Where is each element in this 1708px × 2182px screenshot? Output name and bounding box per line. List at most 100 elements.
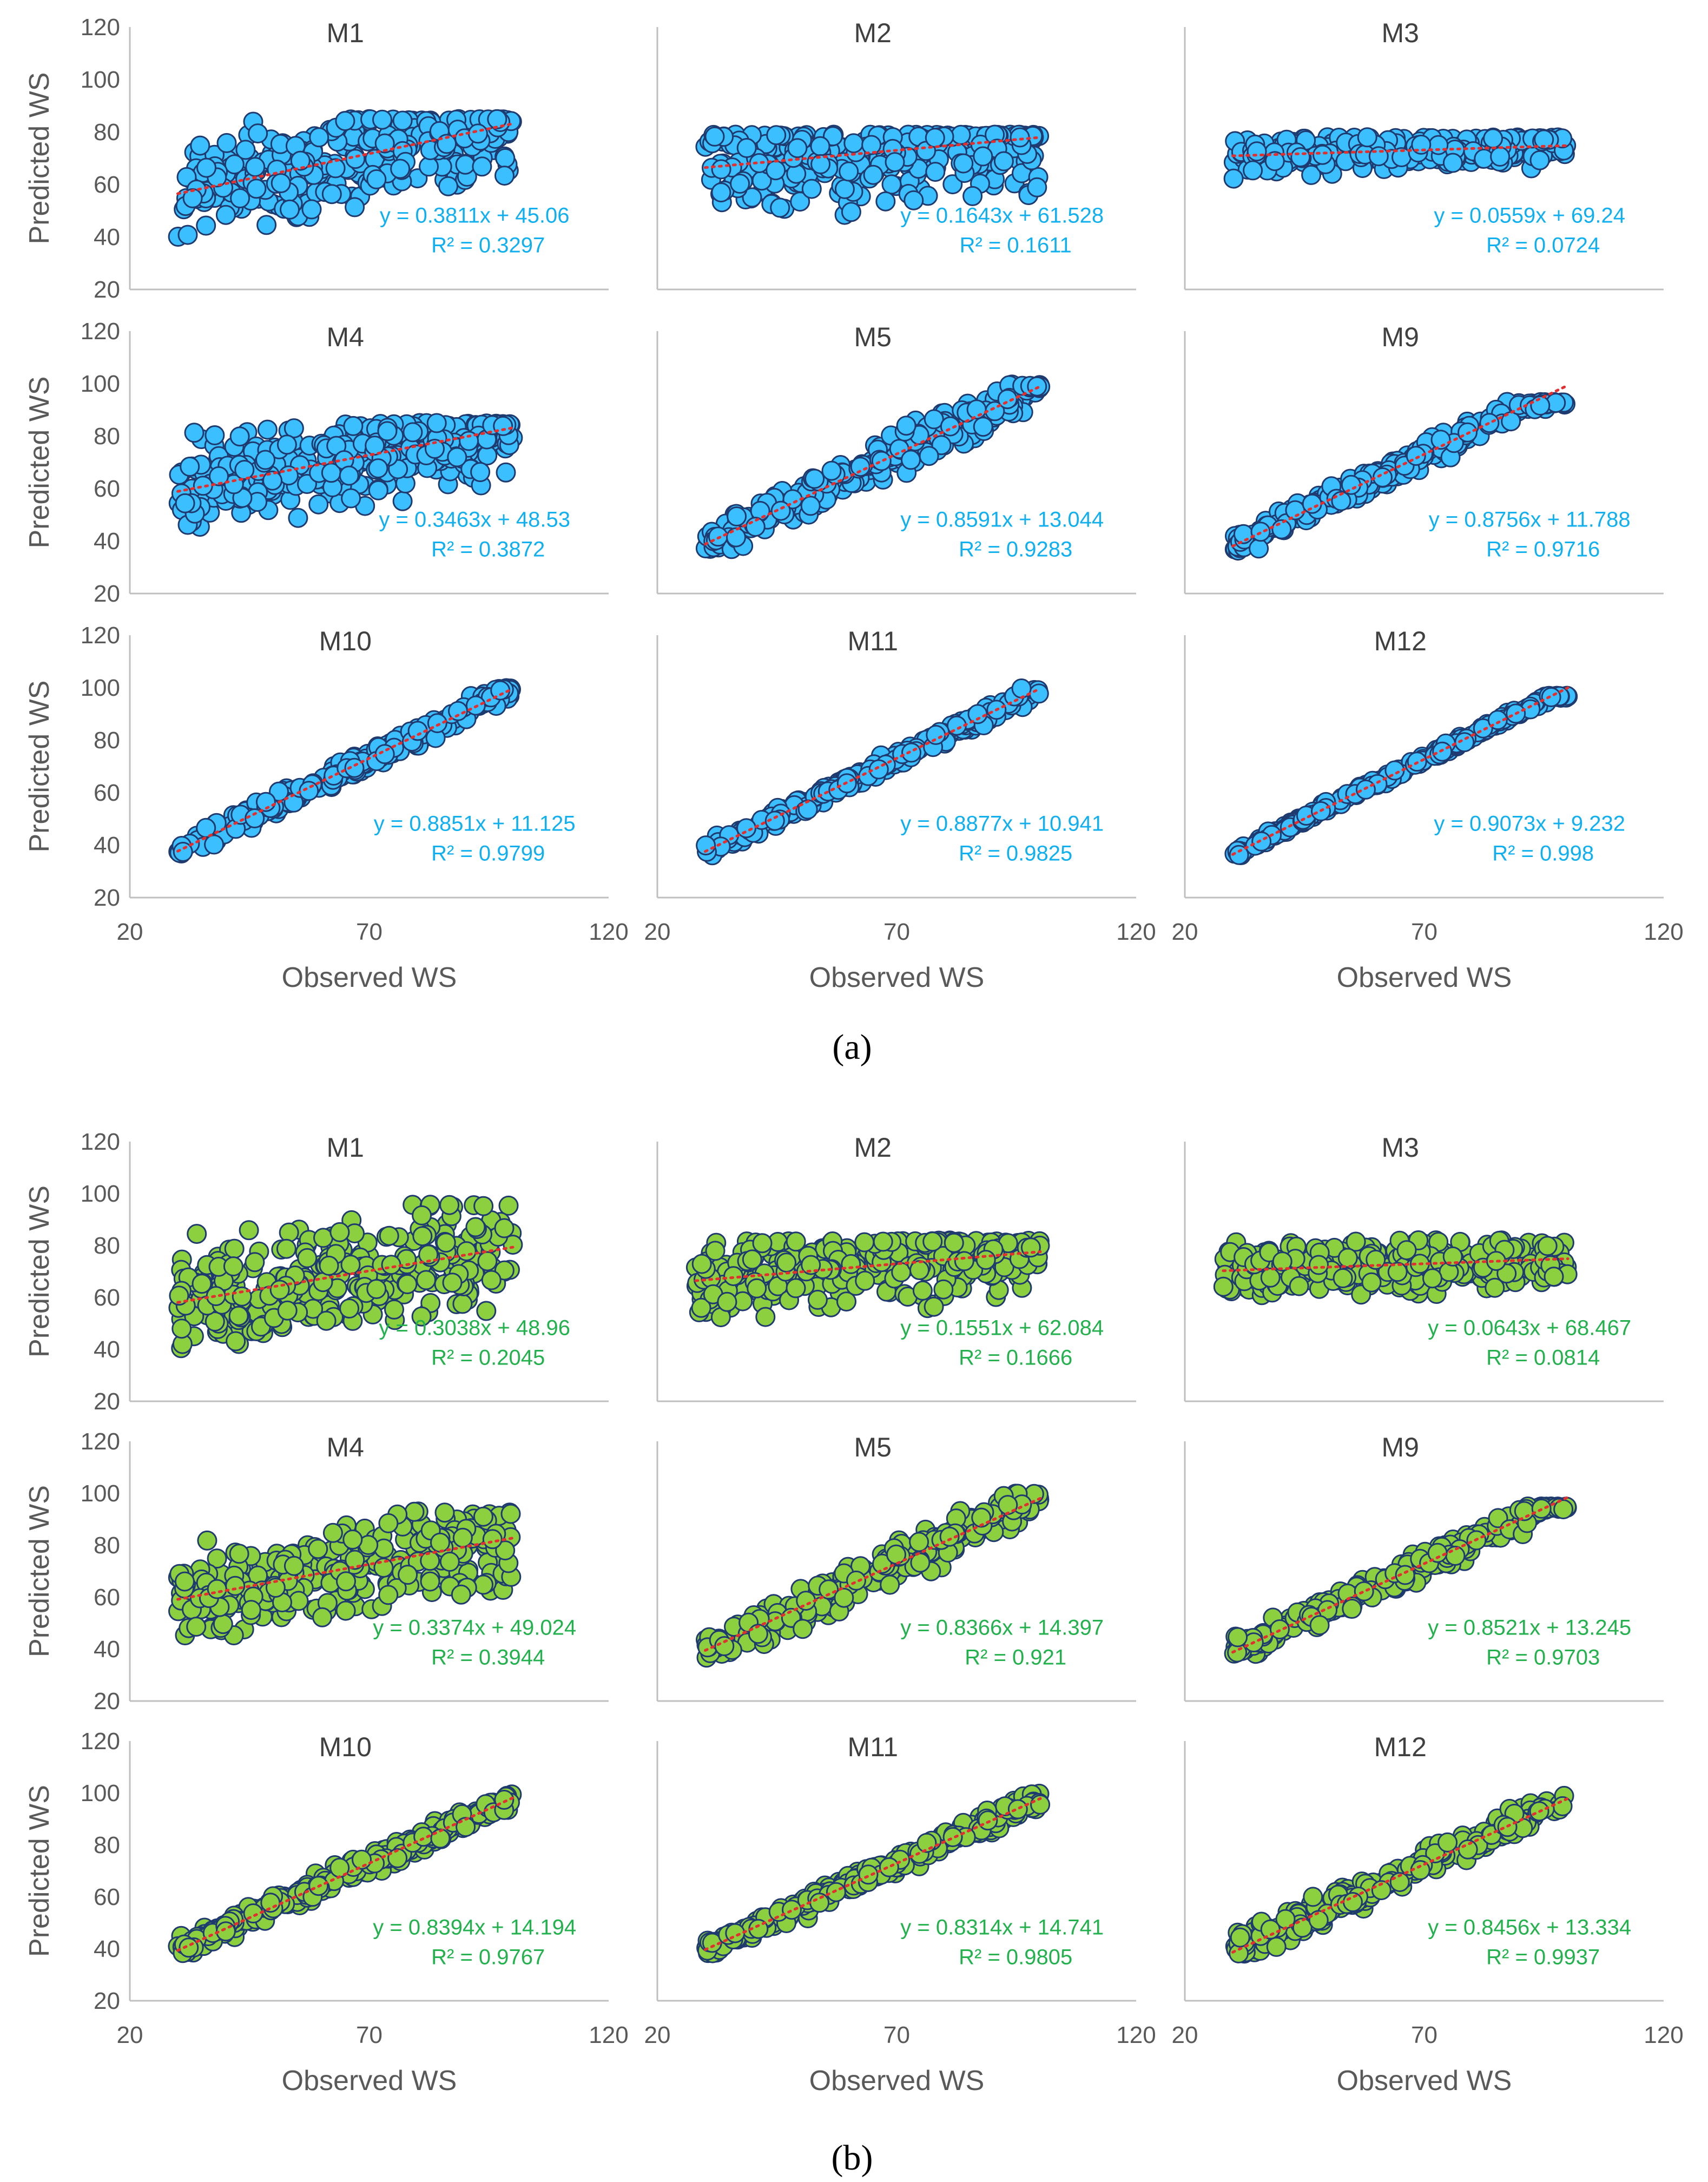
data-point bbox=[313, 1228, 333, 1248]
data-point bbox=[455, 154, 476, 175]
data-point bbox=[205, 425, 225, 445]
r2-label: R² = 0.9716 bbox=[1486, 537, 1600, 561]
y-tick-label: 80 bbox=[94, 727, 120, 754]
y-axis-title: Predicted WS bbox=[24, 72, 55, 245]
r2-label: R² = 0.9767 bbox=[431, 1946, 545, 1969]
subplot-title: M9 bbox=[1382, 322, 1419, 352]
trendline bbox=[704, 385, 1042, 546]
data-point bbox=[345, 1550, 365, 1570]
data-point bbox=[335, 1600, 356, 1621]
data-point bbox=[207, 1579, 227, 1599]
data-point bbox=[498, 1195, 519, 1216]
data-point bbox=[1290, 147, 1311, 167]
data-point bbox=[1213, 1276, 1234, 1297]
data-point bbox=[1260, 1267, 1281, 1288]
data-point bbox=[871, 451, 892, 471]
x-tick-label: 20 bbox=[644, 919, 671, 945]
data-point bbox=[452, 1294, 473, 1314]
data-point bbox=[909, 1532, 929, 1552]
y-tick-label: 20 bbox=[94, 581, 120, 607]
equation-label: y = 0.1551x + 62.084 bbox=[900, 1316, 1104, 1340]
data-point bbox=[378, 1585, 399, 1605]
data-point bbox=[834, 179, 855, 199]
x-tick-label: 70 bbox=[883, 919, 910, 945]
data-point bbox=[1313, 144, 1333, 165]
data-point bbox=[308, 1539, 328, 1559]
subplot-title: M4 bbox=[327, 322, 364, 352]
data-point bbox=[412, 1205, 432, 1225]
data-point bbox=[279, 1222, 299, 1243]
y-tick-label: 100 bbox=[81, 371, 120, 397]
y-tick-label: 60 bbox=[94, 476, 120, 502]
data-point bbox=[1529, 150, 1550, 170]
equation-label: y = 0.8877x + 10.941 bbox=[900, 812, 1104, 835]
data-point bbox=[954, 1251, 974, 1271]
data-point bbox=[390, 159, 411, 179]
data-point bbox=[243, 1903, 263, 1923]
data-point bbox=[229, 1544, 249, 1564]
data-point bbox=[398, 1565, 418, 1585]
data-point bbox=[841, 1254, 861, 1274]
data-point bbox=[766, 125, 787, 146]
equation-label: y = 0.3811x + 45.06 bbox=[380, 203, 570, 227]
data-point bbox=[807, 1289, 828, 1310]
data-point bbox=[248, 123, 268, 144]
data-point bbox=[804, 469, 825, 489]
data-point bbox=[896, 416, 916, 436]
data-point bbox=[225, 1575, 246, 1596]
y-axis-title: Predicted WS bbox=[24, 1785, 55, 1957]
r2-label: R² = 0.0724 bbox=[1486, 233, 1600, 257]
data-point bbox=[793, 1619, 813, 1639]
data-point bbox=[312, 1607, 333, 1627]
data-point bbox=[496, 462, 516, 483]
data-point bbox=[1301, 164, 1322, 185]
subplot-title: M1 bbox=[327, 1132, 364, 1163]
data-point bbox=[826, 1882, 846, 1902]
data-point bbox=[973, 417, 993, 437]
data-point bbox=[1309, 1255, 1329, 1275]
data-point bbox=[228, 1306, 249, 1326]
data-point bbox=[1442, 1246, 1463, 1267]
data-point bbox=[944, 1232, 964, 1253]
data-point bbox=[967, 704, 988, 724]
equation-label: y = 0.0559x + 69.24 bbox=[1434, 203, 1625, 227]
equation-label: y = 0.3038x + 48.96 bbox=[379, 1316, 570, 1340]
data-point bbox=[711, 182, 731, 203]
y-tick-label: 60 bbox=[94, 1884, 120, 1910]
data-point bbox=[288, 1591, 309, 1611]
data-point bbox=[329, 1222, 350, 1242]
data-point bbox=[924, 409, 944, 430]
data-point bbox=[1027, 177, 1047, 197]
equation-label: y = 0.8851x + 11.125 bbox=[374, 812, 576, 835]
data-point bbox=[213, 1614, 233, 1634]
data-point bbox=[910, 1552, 931, 1573]
data-point bbox=[204, 834, 225, 855]
y-tick-label: 60 bbox=[94, 172, 120, 198]
r2-label: R² = 0.9799 bbox=[431, 841, 545, 865]
data-point bbox=[339, 465, 359, 486]
data-point bbox=[809, 1893, 830, 1913]
data-point bbox=[810, 136, 830, 156]
data-point bbox=[420, 1551, 440, 1571]
data-point bbox=[1373, 467, 1393, 487]
x-tick-label: 120 bbox=[1116, 2022, 1156, 2048]
data-point bbox=[352, 1849, 372, 1870]
data-point bbox=[1228, 1627, 1248, 1647]
subplot-title: M10 bbox=[319, 1732, 372, 1762]
x-tick-label: 20 bbox=[644, 2022, 671, 2048]
data-point bbox=[494, 166, 515, 186]
data-point bbox=[224, 154, 245, 175]
y-tick-label: 40 bbox=[94, 832, 120, 859]
data-point bbox=[473, 1574, 493, 1595]
data-point bbox=[1422, 1268, 1442, 1289]
data-point bbox=[1490, 147, 1511, 167]
data-point bbox=[290, 150, 311, 171]
data-point bbox=[868, 759, 889, 780]
data-point bbox=[245, 157, 266, 177]
r2-label: R² = 0.998 bbox=[1492, 841, 1594, 865]
data-point bbox=[322, 1522, 343, 1543]
